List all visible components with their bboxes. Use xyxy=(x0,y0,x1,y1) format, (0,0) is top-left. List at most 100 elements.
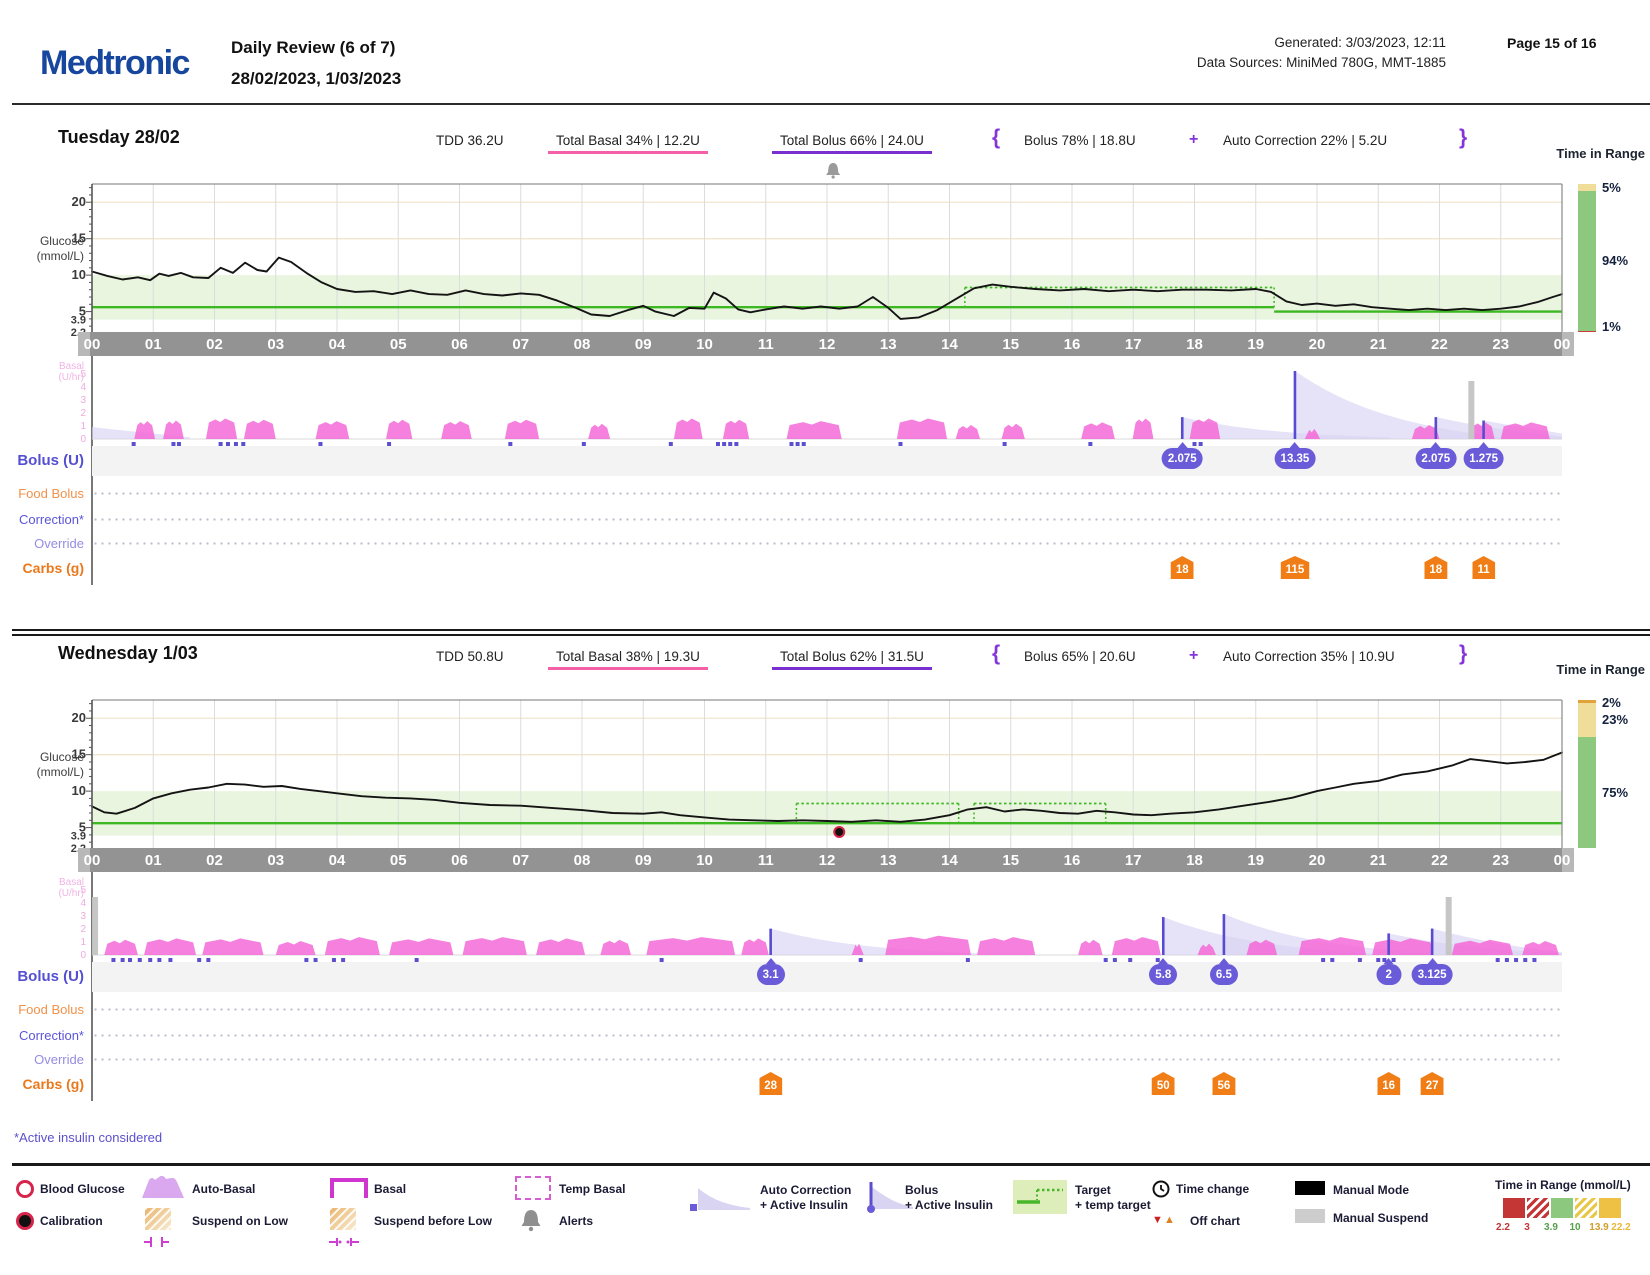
legend-divider xyxy=(12,1163,1650,1166)
svg-text:22: 22 xyxy=(1431,852,1448,869)
basal-axis-label: Basal xyxy=(58,877,84,888)
off-chart-down-icon: ▼ xyxy=(1152,1214,1163,1226)
plus-sign: + xyxy=(1189,131,1199,148)
glucose-axis-label: Glucose xyxy=(39,234,84,248)
svg-text:15: 15 xyxy=(1002,336,1019,353)
svg-text:04: 04 xyxy=(329,336,346,353)
plus-sign: + xyxy=(1189,647,1199,664)
svg-text:16: 16 xyxy=(1064,336,1081,353)
active-insulin-footnote: *Active insulin considered xyxy=(14,1130,163,1145)
bolus-split-stat: Bolus 78% | 18.8U xyxy=(1024,133,1136,148)
day-chart: 20151053.92.2000102030405060708091011121… xyxy=(0,119,1650,604)
manual-suspend-label: Manual Suspend xyxy=(1333,1211,1429,1225)
svg-text:0: 0 xyxy=(80,434,86,445)
svg-text:07: 07 xyxy=(512,336,529,353)
blood-glucose-label: Blood Glucose xyxy=(40,1182,125,1196)
tir-legend-title: Time in Range (mmol/L) xyxy=(1495,1178,1631,1192)
time-in-range-title: Time in Range xyxy=(1556,662,1645,677)
alerts-bell-icon xyxy=(521,1210,541,1232)
basal-axis-label: Basal xyxy=(58,361,84,372)
tir-segment xyxy=(1578,330,1596,332)
auto-correction-stat: Auto Correction 22% | 5.2U xyxy=(1223,133,1388,148)
override-row-label: Override xyxy=(34,1052,84,1067)
svg-text:12: 12 xyxy=(819,336,836,353)
svg-text:20: 20 xyxy=(72,710,86,725)
svg-text:19: 19 xyxy=(1247,852,1264,869)
total-basal-stat: Total Basal 34% | 12.2U xyxy=(548,133,708,154)
svg-text:21: 21 xyxy=(1370,852,1387,869)
tir-segment xyxy=(1578,191,1596,331)
off-chart-label: Off chart xyxy=(1190,1214,1241,1228)
svg-text:15: 15 xyxy=(72,747,86,762)
tir-swatch-high xyxy=(1575,1198,1597,1218)
basal-axis-unit: (U/hr) xyxy=(58,372,84,383)
basal-icon xyxy=(330,1178,368,1198)
tir-percent-label: 2% xyxy=(1602,695,1621,710)
svg-text:5: 5 xyxy=(80,885,86,896)
time-change-label: Time change xyxy=(1176,1182,1250,1196)
svg-text:1: 1 xyxy=(80,421,86,432)
glucose-axis-unit: (mmol/L) xyxy=(36,249,84,263)
tir-percent-label: 1% xyxy=(1602,319,1621,334)
suspend-before-low-glyph xyxy=(329,1238,359,1246)
auto-correction-label-2: + Active Insulin xyxy=(760,1198,848,1212)
header-divider xyxy=(12,103,1650,105)
svg-text:20: 20 xyxy=(1309,852,1326,869)
svg-text:06: 06 xyxy=(451,336,468,353)
temp-basal-label: Temp Basal xyxy=(559,1182,626,1196)
svg-text:10: 10 xyxy=(72,783,86,798)
blood-glucose-icon xyxy=(16,1180,34,1198)
svg-text:16: 16 xyxy=(1064,852,1081,869)
svg-text:03: 03 xyxy=(267,336,284,353)
day-chart: 20151053.92.2000102030405060708091011121… xyxy=(0,635,1650,1120)
svg-text:21: 21 xyxy=(1370,336,1387,353)
bolus-split-stat: Bolus 65% | 20.6U xyxy=(1024,649,1136,664)
svg-text:4: 4 xyxy=(80,898,86,909)
svg-text:12: 12 xyxy=(819,852,836,869)
svg-text:3: 3 xyxy=(80,911,86,922)
alerts-label: Alerts xyxy=(559,1214,594,1228)
target-label-1: Target xyxy=(1075,1183,1111,1197)
auto-correction-label-1: Auto Correction xyxy=(760,1183,852,1197)
svg-text:00: 00 xyxy=(1554,852,1571,869)
total-bolus-stat: Total Bolus 66% | 24.0U xyxy=(772,133,932,154)
svg-text:18: 18 xyxy=(1186,852,1203,869)
tir-segment xyxy=(1578,702,1596,737)
auto-correction-stat: Auto Correction 35% | 10.9U xyxy=(1223,649,1395,664)
open-brace: { xyxy=(992,642,1001,665)
food-bolus-dotted-row xyxy=(92,1008,1562,1011)
day-panel-tuesday: Tuesday 28/02 TDD 36.2U Total Basal 34% … xyxy=(0,119,1650,604)
svg-text:22: 22 xyxy=(1431,336,1448,353)
close-brace: } xyxy=(1459,126,1468,149)
svg-text:17: 17 xyxy=(1125,336,1142,353)
override-dotted-row xyxy=(92,1058,1562,1061)
manual-mode-label: Manual Mode xyxy=(1333,1183,1410,1197)
basal-axis-unit: (U/hr) xyxy=(58,888,84,899)
total-basal-stat: Total Basal 38% | 19.3U xyxy=(548,649,708,670)
auto-basal-label: Auto-Basal xyxy=(192,1182,256,1196)
panel-divider-2 xyxy=(12,634,1650,636)
day-title: Wednesday 1/03 xyxy=(58,643,198,663)
tir-percent-label: 75% xyxy=(1602,784,1629,800)
glucose-axis-unit: (mmol/L) xyxy=(36,765,84,779)
svg-text:11: 11 xyxy=(758,336,774,353)
override-row-label: Override xyxy=(34,536,84,551)
suspend-on-low-label: Suspend on Low xyxy=(192,1214,288,1228)
food-bolus-row-label: Food Bolus xyxy=(18,486,84,501)
tir-swatch-low xyxy=(1527,1198,1549,1218)
auto-correction-active-insulin-icon xyxy=(690,1188,750,1211)
time-in-range-bar xyxy=(1578,700,1596,848)
svg-text:00: 00 xyxy=(1554,336,1571,353)
alert-bell-marker xyxy=(826,163,841,175)
time-in-range-bar xyxy=(1578,184,1596,332)
svg-text:04: 04 xyxy=(329,852,346,869)
tir-percent-label: 23% xyxy=(1602,711,1629,727)
calibration-marker xyxy=(833,825,846,838)
glucose-axis-label: Glucose xyxy=(39,750,84,764)
tir-bound-3: 10 xyxy=(1569,1222,1581,1233)
svg-text:03: 03 xyxy=(267,852,284,869)
svg-text:15: 15 xyxy=(1002,852,1019,869)
tir-bound-2: 3.9 xyxy=(1544,1222,1558,1233)
food-bolus-dotted-row xyxy=(92,492,1562,495)
svg-text:05: 05 xyxy=(390,852,407,869)
